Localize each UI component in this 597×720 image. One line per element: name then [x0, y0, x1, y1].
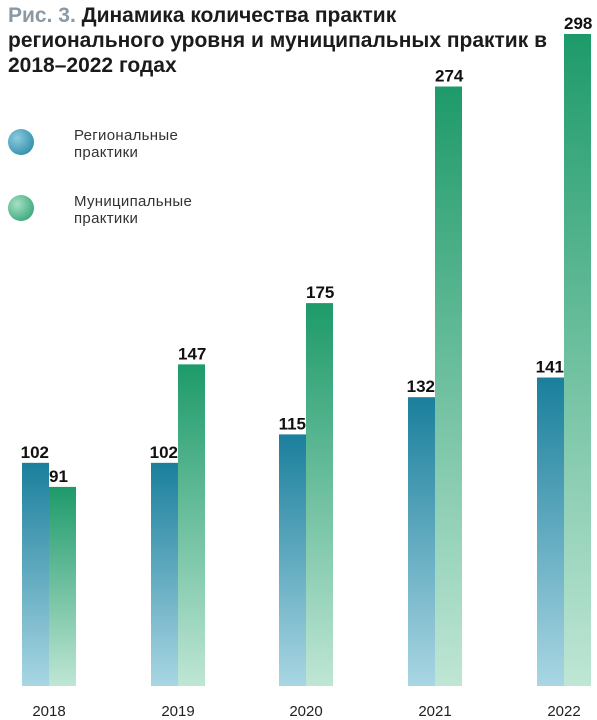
bar-municipal-2021 [435, 86, 462, 686]
title-text: Динамика количества практик региональног… [8, 4, 547, 77]
figure-number: Рис. 3. [8, 4, 76, 27]
value-label-municipal-2019: 147 [178, 344, 206, 363]
x-tick-2019: 2019 [161, 703, 194, 720]
legend-swatch-regional [8, 129, 34, 155]
legend-item-municipal: Муниципальные практики [8, 193, 234, 227]
value-label-municipal-2020: 175 [306, 283, 334, 302]
value-label-regional-2019: 102 [150, 443, 178, 462]
value-label-regional-2021: 132 [407, 377, 435, 396]
x-tick-2020: 2020 [289, 703, 322, 720]
value-label-municipal-2022: 298 [564, 14, 592, 33]
value-label-regional-2018: 102 [21, 443, 49, 462]
bar-municipal-2022 [564, 34, 591, 686]
value-label-regional-2022: 141 [536, 358, 564, 377]
legend-label-municipal: Муниципальные практики [74, 193, 193, 227]
x-tick-2018: 2018 [32, 703, 65, 720]
chart-title: Рис. 3. Динамика количества практик реги… [8, 3, 548, 78]
legend-item-regional: Региональные практики [8, 127, 234, 161]
value-label-municipal-2018: 91 [49, 467, 68, 486]
x-tick-2022: 2022 [547, 703, 580, 720]
bar-regional-2019 [151, 462, 178, 686]
bar-regional-2020 [279, 434, 306, 686]
bar-municipal-2019 [178, 364, 205, 686]
value-label-regional-2020: 115 [279, 414, 306, 433]
value-label-municipal-2021: 274 [435, 67, 464, 86]
x-tick-2021: 2021 [418, 703, 451, 720]
bars-group [22, 34, 591, 686]
bar-regional-2018 [22, 462, 49, 686]
legend-label-regional: Региональные практики [74, 127, 179, 161]
bar-municipal-2020 [306, 303, 333, 686]
bar-regional-2021 [408, 397, 435, 686]
bar-municipal-2018 [49, 486, 76, 686]
x-axis-ticks: 2018 2019 2020 2021 2022 [32, 703, 580, 720]
legend-swatch-municipal [8, 195, 34, 221]
bar-regional-2022 [537, 377, 564, 686]
